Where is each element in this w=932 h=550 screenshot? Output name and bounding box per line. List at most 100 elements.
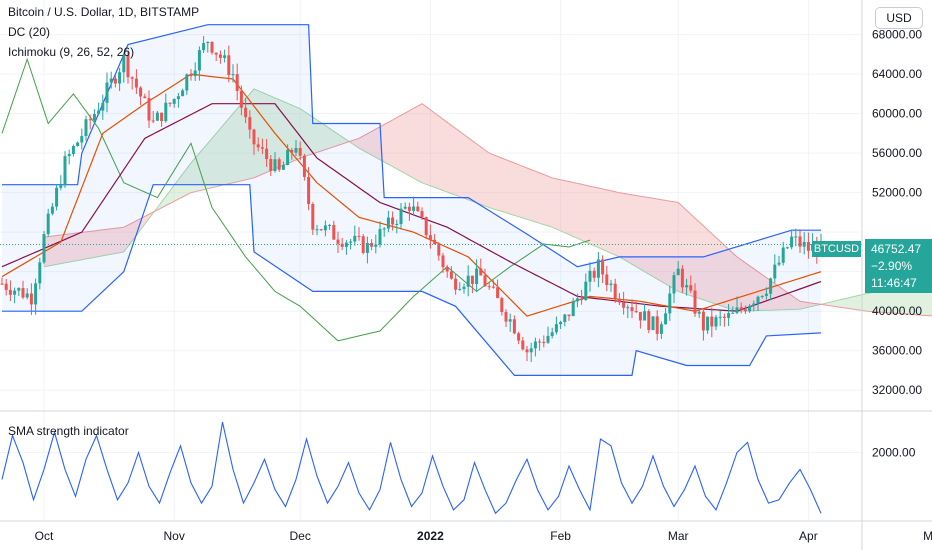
candle-body <box>416 206 420 212</box>
candle-body <box>601 259 605 275</box>
legend-ichimoku[interactable]: Ichimoku (9, 26, 52, 26) <box>8 45 135 59</box>
candle-body <box>706 316 710 331</box>
candle-body <box>517 333 521 341</box>
candle-body <box>113 78 117 84</box>
candle-body <box>651 316 655 331</box>
candle-body <box>164 102 168 122</box>
candle-body <box>643 311 647 321</box>
symbol-price-tag: BTCUSD <box>812 241 861 257</box>
candle-body <box>8 289 12 295</box>
candle-body <box>273 159 277 171</box>
candle-body <box>428 235 432 240</box>
candle-body <box>76 142 80 147</box>
candle-body <box>155 112 159 121</box>
candle-body <box>235 74 239 91</box>
candle-body <box>256 144 260 148</box>
candle-body <box>403 206 407 209</box>
candle-body <box>508 319 512 322</box>
candle-body <box>407 206 411 211</box>
candle-body <box>97 110 101 114</box>
candle-body <box>181 90 185 97</box>
candle-body <box>160 112 164 122</box>
candle-body <box>777 262 781 265</box>
candle-body <box>13 290 17 295</box>
candle-body <box>794 236 798 238</box>
candle-body <box>340 243 344 247</box>
candle-body <box>214 52 218 55</box>
candle-body <box>781 247 785 263</box>
candle-body <box>277 159 281 170</box>
symbol-title[interactable]: Bitcoin / U.S. Dollar, 1D, BITSTAMP <box>8 5 200 19</box>
candle-body <box>672 275 676 294</box>
candle-body <box>701 311 705 331</box>
candle-body <box>449 271 453 279</box>
candle-body <box>260 147 264 149</box>
candle-body <box>479 268 483 276</box>
candle-body <box>55 187 59 207</box>
candle-body <box>491 286 495 288</box>
candle-body <box>680 268 684 288</box>
candle-body <box>596 259 600 278</box>
candle-body <box>143 96 147 99</box>
base-line <box>1 103 822 312</box>
candle-body <box>88 119 92 121</box>
candle-body <box>760 295 764 297</box>
candle-body <box>357 235 361 237</box>
candle-body <box>575 298 579 302</box>
subpane-title[interactable]: SMA strength indicator <box>8 424 129 438</box>
candle-body <box>592 270 596 278</box>
currency-button[interactable]: USD <box>875 7 923 29</box>
candle-body <box>538 341 542 343</box>
candle-body <box>67 154 71 157</box>
candle-body <box>294 148 298 153</box>
candle-body <box>806 242 810 251</box>
candle-body <box>46 213 50 235</box>
candle-body <box>101 102 105 111</box>
candle-body <box>185 74 189 91</box>
candle-body <box>189 74 193 77</box>
candle-body <box>567 314 571 317</box>
candle-body <box>689 285 693 291</box>
candle-body <box>462 286 466 289</box>
candle-body <box>483 275 487 287</box>
candle-body <box>622 302 626 308</box>
candle-body <box>756 296 760 304</box>
x-tick-label: Apr <box>799 529 818 543</box>
candle-body <box>718 316 722 318</box>
candle-body <box>344 242 348 247</box>
sub-y-tick-label: 2000.00 <box>872 446 916 460</box>
legend-donchian[interactable]: DC (20) <box>8 25 51 39</box>
candle-body <box>655 316 659 334</box>
candle-body <box>433 239 437 244</box>
candle-body <box>21 288 25 298</box>
x-tick-label: Mar <box>668 529 689 543</box>
candle-body <box>731 312 735 314</box>
candle-body <box>25 293 29 298</box>
candle-body <box>302 155 306 177</box>
candle-body <box>546 335 550 343</box>
y-tick-label: 60000.00 <box>872 107 922 121</box>
candle-body <box>739 307 743 310</box>
candle-body <box>676 268 680 276</box>
conversion-line <box>1 73 822 317</box>
donchian-channel <box>2 24 822 376</box>
candles <box>0 36 862 362</box>
candle-body <box>466 275 470 287</box>
candle-body <box>533 341 537 349</box>
candle-body <box>122 55 126 73</box>
bar-countdown: 11:46:47 <box>871 276 917 290</box>
candle-body <box>206 42 210 44</box>
candle-body <box>59 185 63 188</box>
cloud-bearish <box>44 207 158 267</box>
candle-body <box>130 77 134 79</box>
candle-body <box>769 278 773 294</box>
candle-body <box>710 316 714 327</box>
sma-subpane <box>1 421 822 515</box>
y-tick-label: 64000.00 <box>872 67 922 81</box>
donchian-fill <box>2 24 821 376</box>
x-tick-label: Feb <box>550 529 571 543</box>
candle-body <box>139 87 143 97</box>
candle-body <box>685 285 689 288</box>
